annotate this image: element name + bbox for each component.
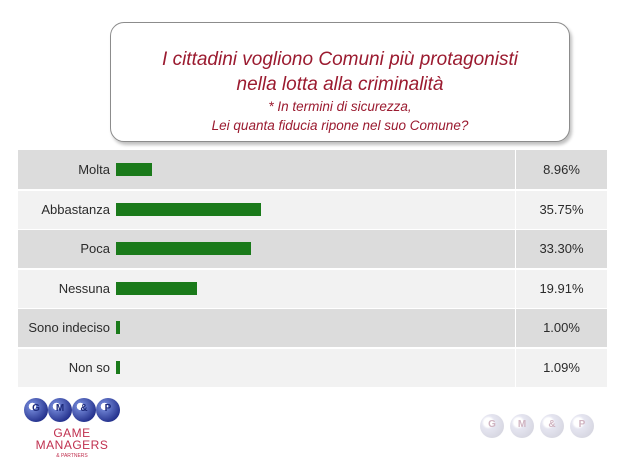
watermark-letter: G: [488, 419, 496, 430]
bar: [116, 281, 197, 295]
column-divider: [515, 268, 516, 308]
category-label: Non so: [68, 360, 110, 375]
row-divider: [18, 308, 607, 310]
question-line1: * In termini di sicurezza,: [268, 99, 412, 114]
category-label: Molta: [78, 162, 110, 177]
value-label: 1.00%: [543, 320, 580, 336]
logo-text-game: GAME: [53, 426, 91, 440]
bar: [116, 321, 121, 335]
bar: [116, 202, 261, 216]
column-divider: [515, 150, 516, 189]
bar: [116, 242, 251, 256]
logo-ball-letter: G: [32, 403, 40, 414]
row-divider: [18, 229, 607, 231]
watermark-ball: P: [570, 414, 594, 438]
row-divider: [18, 189, 607, 191]
watermark-ball: M: [510, 414, 534, 438]
column-divider: [515, 308, 516, 348]
row-divider: [18, 268, 607, 270]
logo-ball-m: M: [48, 398, 72, 422]
logo-ball-letter: P: [104, 403, 112, 414]
company-logo: G M & P GAME MANAGERS & PARTNERS: [20, 392, 124, 462]
category-label: Sono indeciso: [28, 320, 110, 336]
row-divider: [18, 348, 607, 349]
value-label: 1.09%: [543, 360, 580, 375]
title-box: I cittadini vogliono Comuni più protagon…: [110, 22, 570, 142]
logo-text-managers: MANAGERS: [35, 438, 109, 452]
table-row: Sono indeciso 1.00%: [18, 308, 607, 348]
table-row: Poca 33.30%: [18, 229, 607, 269]
value-label: 19.91%: [539, 280, 584, 296]
table-row: Nessuna 19.91%: [18, 268, 607, 308]
chart-title-line2: nella lotta alla criminalità: [236, 74, 444, 95]
table-row: Non so 1.09%: [18, 348, 607, 387]
logo-ball-letter: M: [55, 403, 65, 414]
column-divider: [515, 348, 516, 387]
category-label: Nessuna: [58, 280, 110, 296]
category-label: Abbastanza: [41, 201, 110, 217]
value-label: 33.30%: [539, 241, 584, 257]
column-divider: [515, 229, 516, 269]
table-row: Abbastanza 35.75%: [18, 189, 607, 229]
logo-watermark: G M & P: [476, 410, 606, 444]
watermark-letter: &: [548, 419, 556, 430]
logo-ball-letter: &: [80, 403, 88, 414]
watermark-ball: G: [480, 414, 504, 438]
column-divider: [515, 189, 516, 229]
watermark-letter: M: [517, 419, 527, 430]
bar: [116, 361, 121, 374]
value-label: 35.75%: [539, 201, 584, 217]
watermark-letter: P: [578, 419, 586, 430]
chart-title-line1: I cittadini vogliono Comuni più protagon…: [162, 49, 518, 70]
table-row: Molta 8.96%: [18, 150, 607, 189]
category-label: Poca: [80, 241, 110, 257]
question-line2: Lei quanta fiducia ripone nel suo Comune…: [211, 118, 469, 133]
logo-text-partners: & PARTNERS: [56, 453, 88, 459]
bar: [116, 163, 153, 176]
logo-ball-and: &: [72, 398, 96, 422]
logo-ball-g: G: [24, 398, 48, 422]
value-label: 8.96%: [543, 162, 580, 177]
results-table: Molta 8.96% Abbastanza 35.75% Poca 33.30% Ness…: [18, 150, 607, 388]
logo-ball-p: P: [96, 398, 120, 422]
watermark-ball: &: [540, 414, 564, 438]
